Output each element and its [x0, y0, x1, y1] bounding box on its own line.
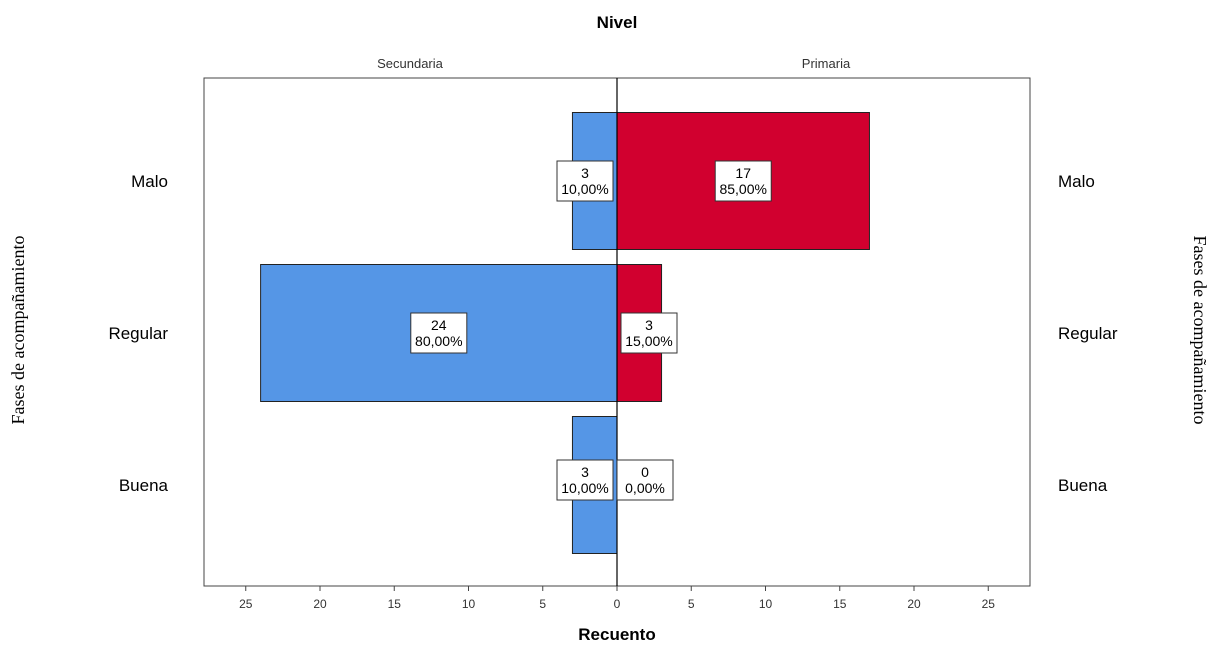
data-label-percent: 80,00%	[415, 333, 462, 349]
x-tick-label: 10	[759, 597, 773, 611]
category-label-right-regular: Regular	[1058, 324, 1118, 343]
data-label-count: 24	[431, 317, 447, 333]
x-tick-label: 25	[239, 597, 253, 611]
data-label-percent: 15,00%	[625, 333, 672, 349]
data-label-secundaria-malo: 310,00%	[556, 160, 614, 202]
data-label-primaria-regular: 315,00%	[620, 312, 678, 354]
panel-label-secundaria: Secundaria	[377, 56, 444, 71]
category-label-left-malo: Malo	[131, 172, 168, 191]
y-axis-title-right: Fases de acompañamiento	[1190, 236, 1210, 425]
x-tick-label: 0	[614, 597, 621, 611]
data-label-percent: 10,00%	[561, 181, 608, 197]
x-tick-label: 15	[388, 597, 402, 611]
data-label-count: 17	[735, 165, 751, 181]
x-tick-label: 20	[907, 597, 921, 611]
x-tick-label: 5	[539, 597, 546, 611]
y-axis-title-left: Fases de acompañamiento	[8, 236, 28, 425]
data-label-count: 3	[581, 165, 589, 181]
category-label-left-buena: Buena	[119, 476, 169, 495]
data-label-count: 3	[581, 464, 589, 480]
data-label-primaria-buena: 00,00%	[616, 459, 674, 501]
x-axis-title: Recuento	[578, 625, 655, 644]
category-label-right-malo: Malo	[1058, 172, 1095, 191]
panel-label-primaria: Primaria	[802, 56, 851, 71]
category-label-left-regular: Regular	[108, 324, 168, 343]
data-label-percent: 10,00%	[561, 480, 608, 496]
x-tick-label: 20	[313, 597, 327, 611]
data-label-count: 0	[641, 464, 649, 480]
data-label-count: 3	[645, 317, 653, 333]
category-label-right-buena: Buena	[1058, 476, 1108, 495]
data-label-percent: 0,00%	[625, 480, 665, 496]
x-tick-label: 15	[833, 597, 847, 611]
data-label-secundaria-buena: 310,00%	[556, 459, 614, 501]
x-tick-label: 5	[688, 597, 695, 611]
chart-title: Nivel	[597, 13, 638, 32]
data-label-percent: 85,00%	[719, 181, 766, 197]
x-tick-label: 25	[982, 597, 996, 611]
x-tick-label: 10	[462, 597, 476, 611]
